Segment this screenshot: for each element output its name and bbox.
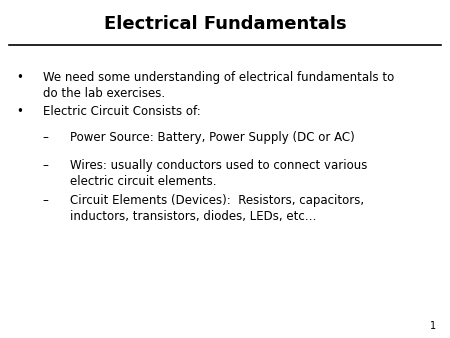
Text: Circuit Elements (Devices):  Resistors, capacitors,
inductors, transistors, diod: Circuit Elements (Devices): Resistors, c… (70, 194, 364, 223)
Text: –: – (43, 131, 49, 144)
Text: We need some understanding of electrical fundamentals to
do the lab exercises.: We need some understanding of electrical… (43, 71, 394, 100)
Text: –: – (43, 194, 49, 207)
Text: •: • (16, 71, 22, 84)
Text: Electric Circuit Consists of:: Electric Circuit Consists of: (43, 105, 201, 118)
Text: •: • (16, 105, 22, 118)
Text: Power Source: Battery, Power Supply (DC or AC): Power Source: Battery, Power Supply (DC … (70, 131, 355, 144)
Text: –: – (43, 159, 49, 172)
Text: Wires: usually conductors used to connect various
electric circuit elements.: Wires: usually conductors used to connec… (70, 159, 367, 188)
Text: 1: 1 (430, 321, 436, 331)
Text: Electrical Fundamentals: Electrical Fundamentals (104, 15, 346, 33)
